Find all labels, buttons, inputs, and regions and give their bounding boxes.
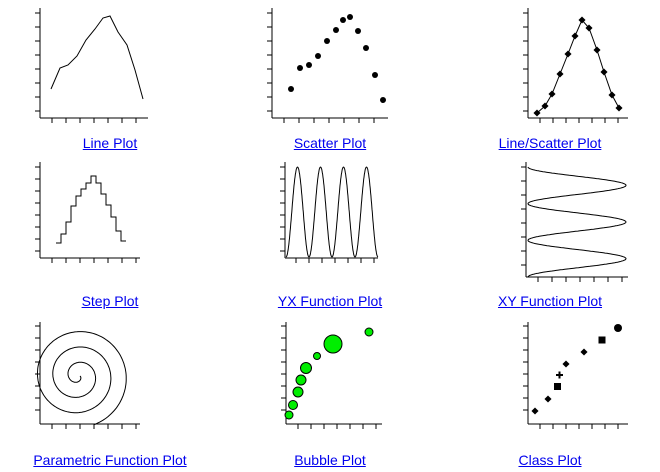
scatter-plot-thumbnail[interactable]	[220, 0, 440, 130]
cell-line-scatter-plot: Line/Scatter Plot	[440, 0, 660, 157]
scatter-plot-link[interactable]: Scatter Plot	[293, 135, 367, 151]
xy-function-plot-link[interactable]: XY Function Plot	[497, 293, 603, 309]
step-plot-thumbnail[interactable]	[0, 157, 220, 287]
cell-parametric-function-plot: Parametric Function Plot	[0, 314, 220, 471]
bubble-plot-thumbnail[interactable]	[220, 314, 440, 444]
class-plot-thumbnail[interactable]	[440, 314, 660, 444]
class-plot-link[interactable]: Class Plot	[518, 452, 582, 468]
bubble-plot-link[interactable]: Bubble Plot	[294, 452, 366, 468]
cell-class-plot: Class Plot	[440, 314, 660, 471]
line-plot-thumbnail[interactable]	[0, 0, 220, 130]
yx-function-plot-link[interactable]: YX Function Plot	[277, 293, 383, 309]
line-scatter-plot-thumbnail[interactable]	[440, 0, 660, 130]
line-scatter-plot-link[interactable]: Line/Scatter Plot	[498, 135, 602, 151]
xy-function-plot-thumbnail[interactable]	[440, 157, 660, 287]
cell-line-plot: Line Plot	[0, 0, 220, 157]
line-plot-link[interactable]: Line Plot	[82, 135, 138, 151]
step-plot-link[interactable]: Step Plot	[81, 293, 139, 309]
cell-step-plot: Step Plot	[0, 157, 220, 314]
cell-bubble-plot: Bubble Plot	[220, 314, 440, 471]
cell-scatter-plot: Scatter Plot	[220, 0, 440, 157]
parametric-function-plot-link[interactable]: Parametric Function Plot	[33, 452, 187, 468]
parametric-function-plot-thumbnail[interactable]	[0, 314, 220, 444]
cell-yx-function-plot: YX Function Plot	[220, 157, 440, 314]
cell-xy-function-plot: XY Function Plot	[440, 157, 660, 314]
yx-function-plot-thumbnail[interactable]	[220, 157, 440, 287]
